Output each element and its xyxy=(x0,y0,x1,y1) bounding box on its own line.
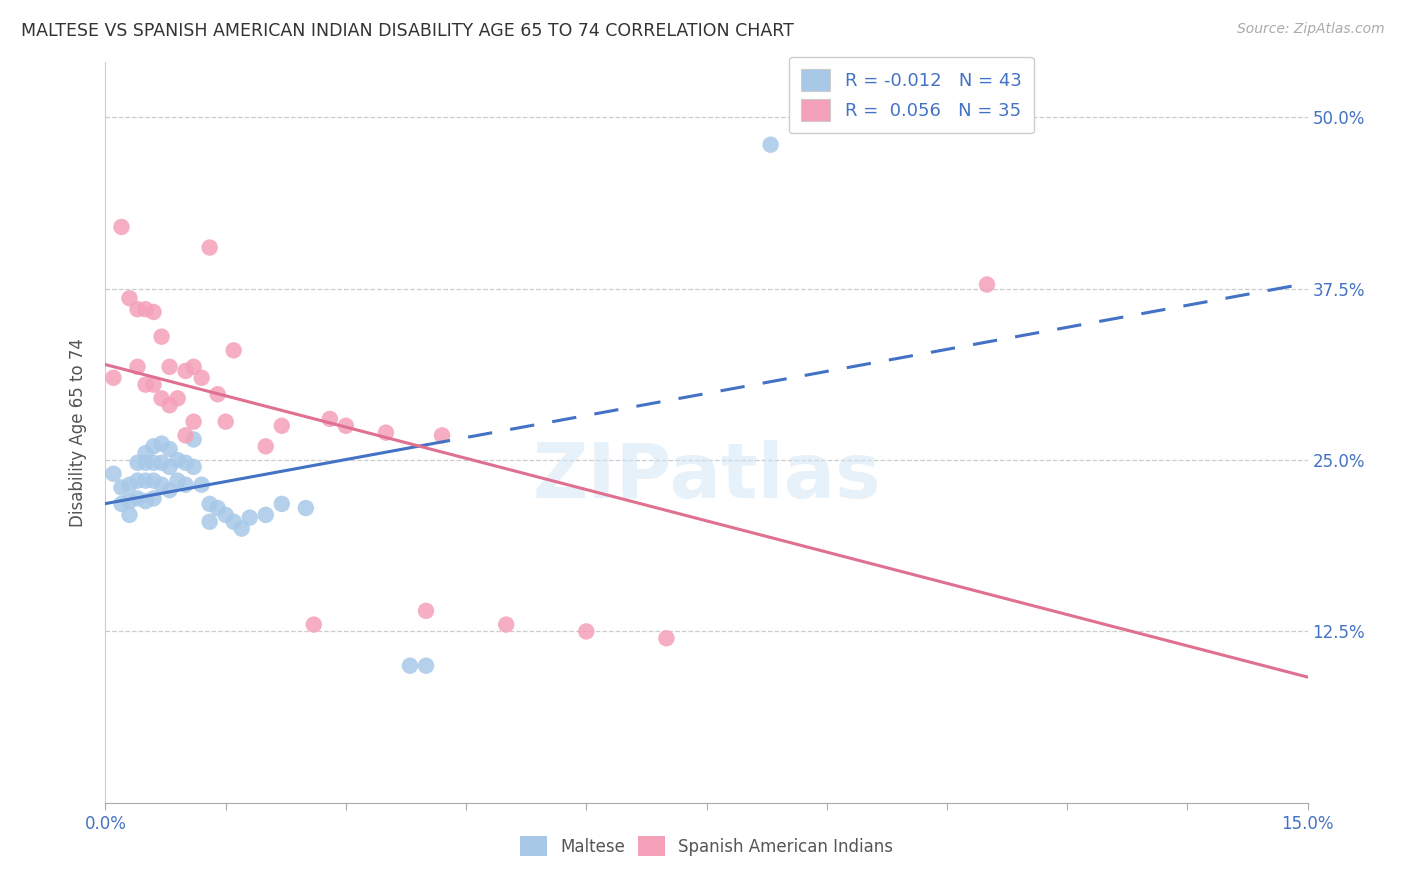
Point xyxy=(142,439,165,453)
Point xyxy=(174,428,197,442)
Point xyxy=(142,474,165,488)
Y-axis label: Disability Age 65 to 74: Disability Age 65 to 74 xyxy=(69,338,87,527)
Point xyxy=(174,477,197,491)
Point xyxy=(190,477,212,491)
Point xyxy=(135,446,157,460)
Point xyxy=(207,501,229,516)
Point xyxy=(174,456,197,470)
Legend: Maltese, Spanish American Indians: Maltese, Spanish American Indians xyxy=(512,828,901,865)
Point xyxy=(239,510,262,524)
Point xyxy=(135,474,157,488)
Point xyxy=(150,456,173,470)
Point xyxy=(655,632,678,646)
Point xyxy=(118,508,141,522)
Point xyxy=(159,483,181,498)
Point xyxy=(495,617,517,632)
Point xyxy=(150,436,173,450)
Point xyxy=(335,418,357,433)
Point xyxy=(150,329,173,343)
Point xyxy=(103,371,125,385)
Point xyxy=(127,359,149,374)
Point xyxy=(254,439,277,453)
Point xyxy=(270,418,292,433)
Point xyxy=(135,377,157,392)
Point xyxy=(575,624,598,639)
Text: ZIPatlas: ZIPatlas xyxy=(533,440,880,514)
Point xyxy=(415,604,437,618)
Point xyxy=(198,241,221,255)
Point xyxy=(142,456,165,470)
Point xyxy=(118,291,141,305)
Text: Source: ZipAtlas.com: Source: ZipAtlas.com xyxy=(1237,22,1385,37)
Point xyxy=(295,501,318,516)
Point xyxy=(135,302,157,317)
Point xyxy=(142,377,165,392)
Point xyxy=(976,277,998,292)
Point xyxy=(190,371,212,385)
Point xyxy=(118,494,141,508)
Text: MALTESE VS SPANISH AMERICAN INDIAN DISABILITY AGE 65 TO 74 CORRELATION CHART: MALTESE VS SPANISH AMERICAN INDIAN DISAB… xyxy=(21,22,794,40)
Point xyxy=(183,459,205,474)
Point xyxy=(127,491,149,506)
Point xyxy=(214,508,236,522)
Point xyxy=(198,497,221,511)
Point xyxy=(222,343,245,358)
Point xyxy=(759,137,782,152)
Point xyxy=(110,219,132,234)
Point xyxy=(183,415,205,429)
Point xyxy=(159,359,181,374)
Point xyxy=(110,497,132,511)
Point xyxy=(302,617,325,632)
Point xyxy=(110,480,132,494)
Point xyxy=(374,425,398,440)
Point xyxy=(150,477,173,491)
Point xyxy=(127,302,149,317)
Point xyxy=(142,305,165,319)
Point xyxy=(118,477,141,491)
Point xyxy=(127,456,149,470)
Point xyxy=(135,456,157,470)
Point xyxy=(207,387,229,401)
Point xyxy=(214,415,236,429)
Point xyxy=(430,428,453,442)
Point xyxy=(399,658,422,673)
Point xyxy=(127,474,149,488)
Point xyxy=(183,433,205,447)
Point xyxy=(415,658,437,673)
Point xyxy=(319,412,342,426)
Point xyxy=(183,359,205,374)
Point xyxy=(166,392,188,406)
Point xyxy=(174,364,197,378)
Point xyxy=(231,522,253,536)
Point xyxy=(222,515,245,529)
Point xyxy=(198,515,221,529)
Point xyxy=(159,398,181,412)
Point xyxy=(150,392,173,406)
Point xyxy=(159,442,181,456)
Point xyxy=(135,494,157,508)
Point xyxy=(254,508,277,522)
Point xyxy=(270,497,292,511)
Point xyxy=(159,459,181,474)
Point xyxy=(166,453,188,467)
Point xyxy=(166,474,188,488)
Point xyxy=(142,491,165,506)
Point xyxy=(103,467,125,481)
